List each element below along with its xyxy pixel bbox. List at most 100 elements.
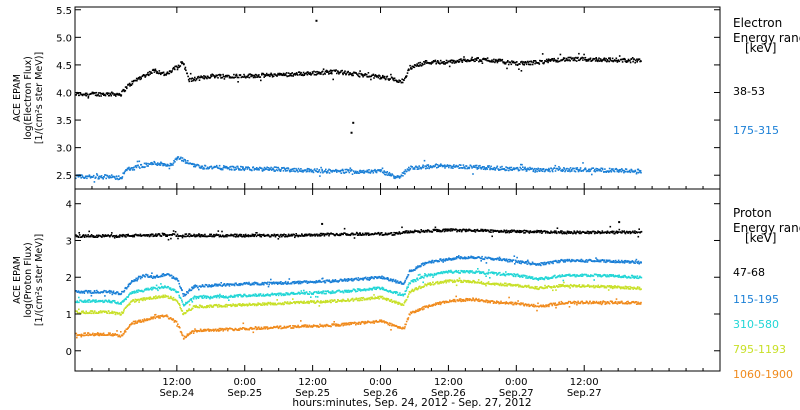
- proton-data-point: [148, 235, 151, 238]
- electron-data-point: [165, 74, 167, 76]
- electron-data-point: [578, 52, 580, 55]
- proton-data-point: [136, 289, 138, 292]
- proton-data-point: [617, 274, 619, 277]
- proton-data-point: [209, 233, 211, 236]
- electron-data-point: [160, 73, 162, 76]
- electron-data-point: [369, 172, 372, 174]
- proton-data-point: [552, 231, 555, 233]
- proton-data-point: [103, 301, 106, 303]
- proton-data-point: [236, 304, 239, 306]
- proton-data-point: [240, 283, 242, 286]
- proton-data-point: [297, 301, 300, 304]
- proton-data-point: [406, 230, 408, 232]
- proton-data-point: [638, 262, 640, 265]
- electron-data-point: [565, 59, 567, 62]
- proton-data-point: [590, 259, 592, 262]
- electron-data-point: [567, 56, 570, 59]
- electron-data-point: [504, 63, 507, 65]
- electron-data-point: [174, 158, 177, 161]
- proton-data-point: [606, 274, 608, 276]
- electron-data-point: [421, 166, 423, 169]
- proton-data-point: [369, 278, 371, 280]
- proton-data-point: [385, 289, 388, 292]
- proton-data-point: [200, 295, 202, 298]
- electron-data-point: [494, 61, 496, 64]
- electron-data-point: [202, 168, 204, 170]
- proton-data-point: [177, 280, 180, 282]
- electron-data-point: [318, 169, 321, 171]
- electron-data-point: [451, 165, 453, 168]
- electron-data-point: [203, 167, 205, 169]
- proton-data-point: [260, 235, 263, 238]
- electron-data-point: [548, 59, 550, 62]
- proton-data-point: [337, 281, 340, 283]
- proton-data-point: [597, 230, 599, 232]
- proton-data-point: [157, 276, 159, 278]
- proton-data-point: [281, 282, 284, 284]
- proton-data-point: [322, 291, 324, 294]
- proton-data-point: [399, 292, 401, 294]
- proton-data-point: [640, 261, 642, 264]
- electron-data-point: [396, 80, 398, 82]
- electron-data-point: [181, 62, 183, 65]
- electron-data-point: [282, 167, 284, 169]
- electron-data-point: [104, 93, 106, 96]
- electron-data-point: [509, 61, 512, 64]
- electron-data-point: [594, 60, 597, 62]
- electron-data-point: [517, 63, 519, 66]
- proton-data-point: [406, 275, 409, 278]
- electron-data-point: [615, 167, 617, 170]
- proton-data-point: [381, 232, 383, 234]
- proton-data-point: [305, 233, 308, 236]
- proton-data-point: [599, 274, 602, 276]
- electron-data-point: [594, 170, 597, 173]
- electron-data-point: [448, 166, 450, 169]
- proton-data-point: [197, 296, 200, 298]
- proton-data-point: [359, 288, 361, 291]
- proton-data-point: [188, 288, 191, 291]
- proton-data-point: [547, 231, 549, 233]
- electron-outlier-point: [315, 19, 318, 22]
- electron-data-point: [640, 60, 642, 63]
- proton-data-point: [487, 271, 490, 274]
- electron-data-point: [136, 164, 138, 167]
- electron-data-point: [138, 166, 140, 168]
- proton-data-point: [93, 292, 95, 294]
- electron-data-point: [280, 73, 282, 75]
- proton-data-point: [598, 274, 600, 276]
- proton-data-point: [179, 304, 181, 307]
- electron-data-point: [278, 168, 280, 170]
- proton-data-point: [262, 302, 264, 304]
- electron-data-point: [163, 74, 165, 77]
- proton-data-point: [193, 305, 196, 307]
- proton-data-point: [317, 235, 319, 237]
- proton-data-point: [247, 295, 250, 298]
- electron-data-point: [404, 77, 406, 80]
- electron-data-point: [187, 78, 190, 81]
- electron-data-point: [153, 71, 156, 73]
- proton-data-point: [279, 236, 281, 238]
- electron-ylabel-line-3: [1/(cm²s ster MeV)]: [34, 52, 45, 144]
- electron-data-point: [402, 172, 405, 174]
- proton-data-point: [541, 262, 544, 264]
- proton-data-point: [233, 294, 236, 297]
- proton-data-point: [129, 303, 131, 305]
- electron-ytick-label: 4.0: [56, 88, 72, 99]
- proton-data-point: [192, 235, 194, 237]
- electron-data-point: [204, 76, 206, 79]
- proton-data-point: [202, 234, 205, 237]
- proton-data-point: [175, 278, 177, 281]
- electron-data-point: [267, 74, 270, 77]
- proton-data-point: [491, 271, 493, 273]
- proton-data-point: [460, 229, 462, 231]
- proton-data-point: [295, 234, 298, 237]
- proton-data-point: [124, 235, 126, 238]
- electron-data-point: [416, 64, 419, 66]
- proton-data-point: [178, 294, 180, 297]
- proton-data-point: [84, 301, 86, 303]
- electron-data-point: [509, 168, 512, 171]
- electron-data-point: [568, 168, 570, 170]
- electron-data-point: [94, 92, 96, 94]
- proton-data-point: [429, 230, 431, 233]
- electron-data-point: [397, 81, 399, 83]
